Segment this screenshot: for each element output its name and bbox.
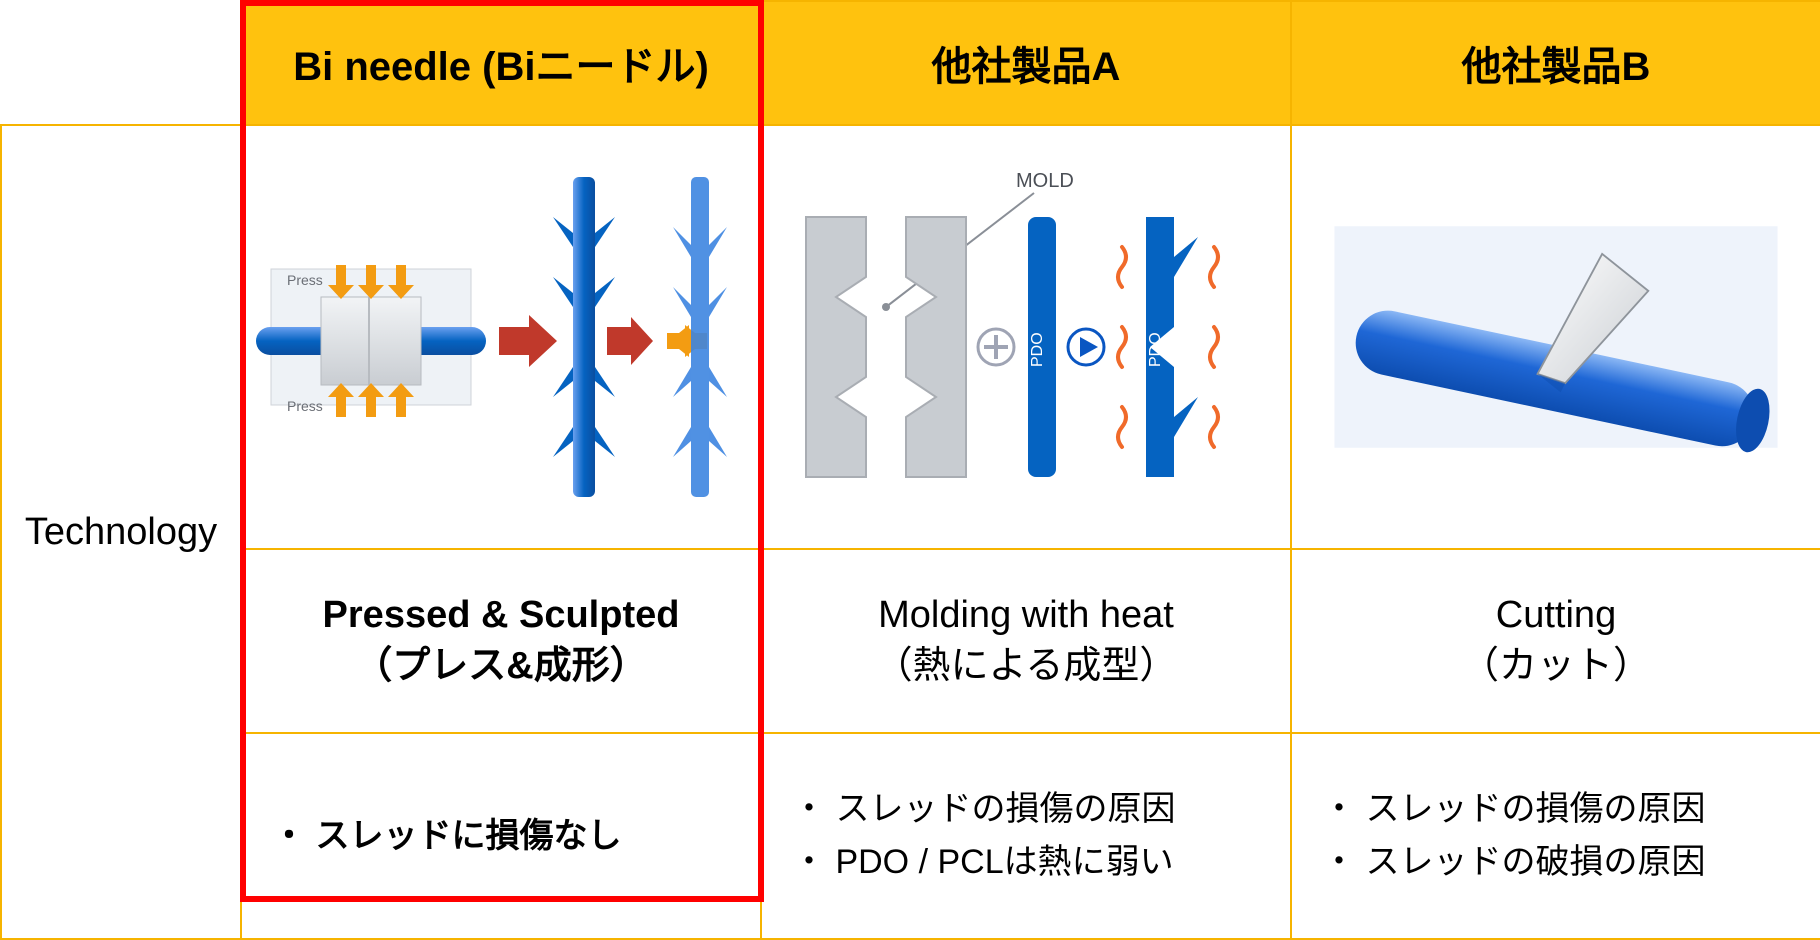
mold-heat-icon: MOLD PDO [766, 157, 1286, 517]
arrow-right-icon [607, 317, 653, 365]
header-col-b: 他社製品B [1291, 1, 1820, 125]
note-item: PDO / PCLは熱に弱い [792, 836, 1260, 889]
mold-label: MOLD [1016, 170, 1074, 192]
arrow-right-icon [499, 315, 557, 367]
notes-bi: スレッドに損傷なし [241, 733, 761, 939]
diagram-comp-a: MOLD PDO [761, 125, 1291, 549]
caption-comp-b: Cutting （カット） [1291, 549, 1820, 733]
row-label: Technology [1, 125, 241, 939]
diagram-bi: Press Press [241, 125, 761, 549]
notes-row: スレッドに損傷なし スレッドの損傷の原因 PDO / PCLは熱に弱い スレッド… [1, 733, 1820, 939]
caption-line1: Molding with heat [878, 594, 1174, 636]
caption-line2: （プレス&成形） [243, 641, 759, 692]
caption-bi: Pressed & Sculpted （プレス&成形） [241, 549, 761, 733]
header-col-bi: Bi needle (Biニードル) [241, 1, 761, 125]
press-sculpt-icon: Press Press [251, 157, 751, 517]
caption-line2: （カット） [1293, 641, 1819, 692]
diagram-comp-b [1291, 125, 1820, 549]
comparison-table-wrapper: Bi needle (Biニードル) 他社製品A 他社製品B Technolog… [0, 0, 1820, 902]
notes-comp-b: スレッドの損傷の原因 スレッドの破損の原因 [1291, 733, 1820, 939]
press-label: Press [287, 272, 323, 288]
note-item: スレッドの損傷の原因 [1322, 783, 1790, 836]
caption-row: Pressed & Sculpted （プレス&成形） Molding with… [1, 549, 1820, 733]
notes-list: スレッドの損傷の原因 PDO / PCLは熱に弱い [792, 783, 1260, 888]
image-row: Technology [1, 125, 1820, 549]
note-item: スレッドに損傷なし [272, 810, 730, 863]
pdo-label: PDO [1029, 332, 1046, 367]
caption-comp-a: Molding with heat （熱による成型） [761, 549, 1291, 733]
caption-line2: （熱による成型） [763, 641, 1289, 692]
caption-line1: Cutting [1496, 594, 1616, 636]
caption-line1: Pressed & Sculpted [323, 594, 680, 636]
cutting-icon [1316, 197, 1796, 477]
press-label: Press [287, 398, 323, 414]
comparison-table: Bi needle (Biニードル) 他社製品A 他社製品B Technolog… [0, 0, 1820, 940]
notes-comp-a: スレッドの損傷の原因 PDO / PCLは熱に弱い [761, 733, 1291, 939]
note-item: スレッドの破損の原因 [1322, 836, 1790, 889]
header-row: Bi needle (Biニードル) 他社製品A 他社製品B [1, 1, 1820, 125]
header-col-a: 他社製品A [761, 1, 1291, 125]
header-empty [1, 1, 241, 125]
notes-list: スレッドに損傷なし [272, 810, 730, 863]
notes-list: スレッドの損傷の原因 スレッドの破損の原因 [1322, 783, 1790, 888]
pdo-label: PDO [1147, 332, 1164, 367]
note-item: スレッドの損傷の原因 [792, 783, 1260, 836]
